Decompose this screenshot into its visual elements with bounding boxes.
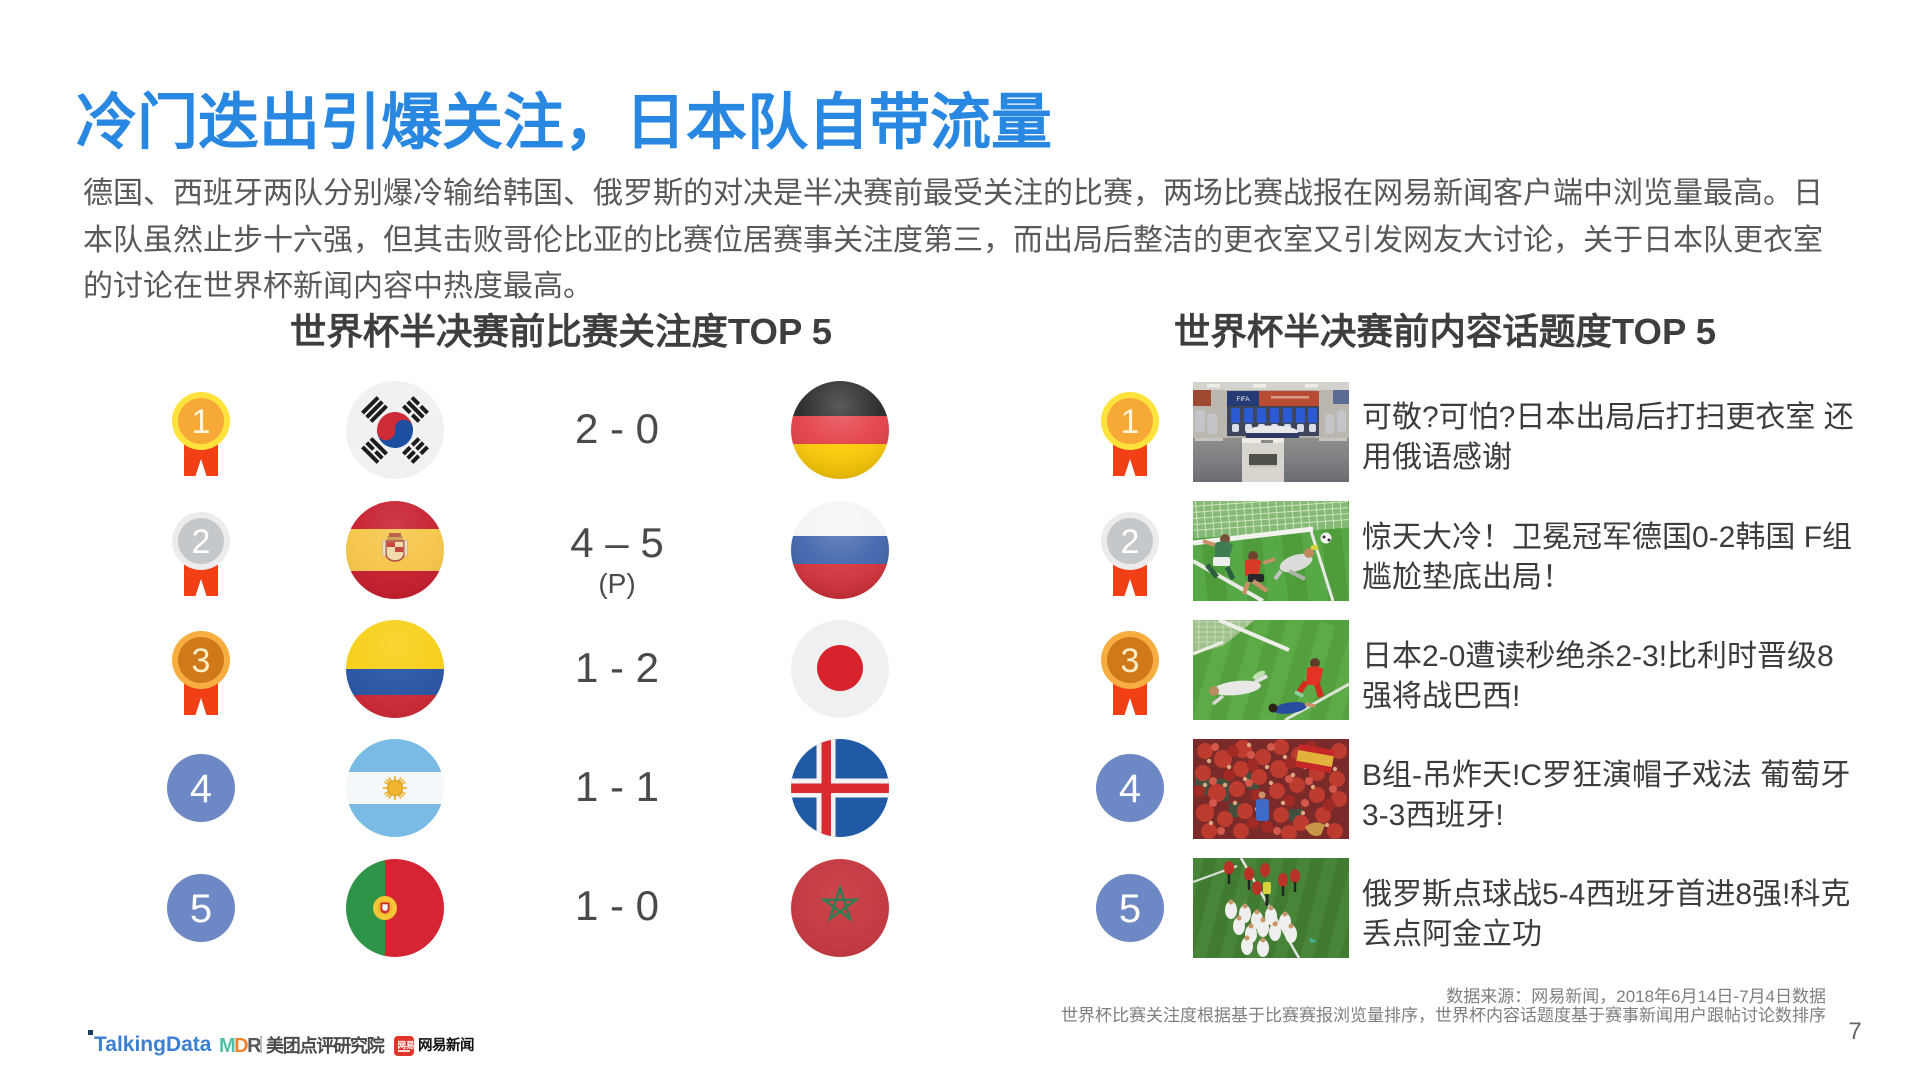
svg-text:5: 5 [1119, 887, 1141, 931]
svg-text:3: 3 [1121, 642, 1140, 680]
svg-text:5: 5 [190, 887, 212, 931]
svg-text:FIFA: FIFA [1237, 397, 1250, 403]
svg-text:4: 4 [1119, 767, 1141, 811]
svg-text:4: 4 [190, 767, 212, 811]
svg-text:1: 1 [1121, 403, 1140, 441]
svg-text:2: 2 [192, 523, 211, 561]
svg-text:2: 2 [1121, 523, 1140, 561]
svg-text:3: 3 [192, 642, 211, 680]
svg-text:1: 1 [192, 403, 211, 441]
